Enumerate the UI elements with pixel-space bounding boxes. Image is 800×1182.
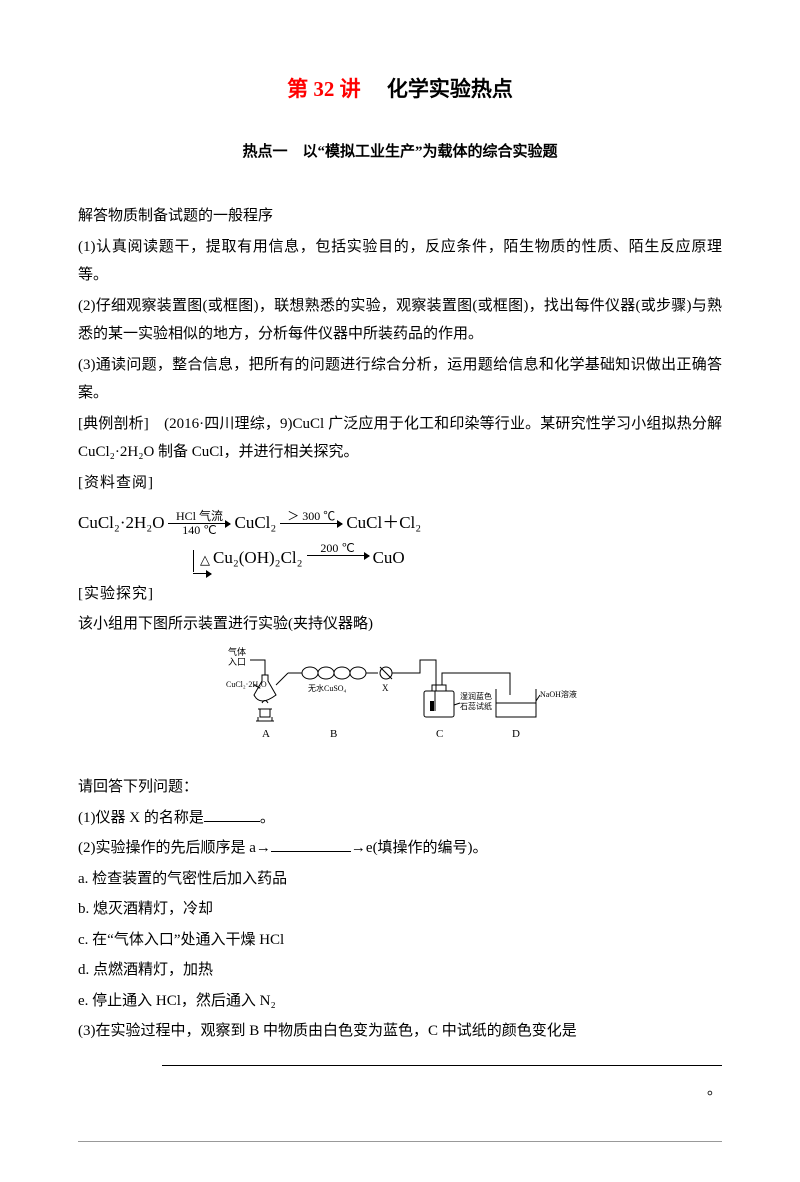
footer-divider [78, 1141, 722, 1142]
subtitle: 热点一 以“模拟工业生产”为载体的综合实验题 [78, 138, 722, 167]
arrow-icon [307, 555, 369, 556]
question-2: (2)实验操作的先后顺序是 a→ →e(填操作的编号)。 [78, 834, 722, 863]
reactant-start: CuCl₂·2H₂O [78, 507, 164, 539]
q2-option-b: b. 熄灭酒精灯，冷却 [78, 895, 722, 924]
apparatus-diagram: 气体 入口 CuCl₂·2H₂O 无水CuSO₄ [78, 645, 722, 766]
arrow3-top-label: 200 ℃ [320, 542, 354, 555]
q1-prefix: (1)仪器 X 的名称是 [78, 810, 204, 826]
branch-arrow-icon: △ [192, 542, 211, 574]
apparatus-letter-d: D [512, 728, 520, 740]
title-topic [366, 77, 387, 101]
q2-suffix: →e(填操作的编号)。 [351, 840, 488, 856]
inlet-label-1: 气体 [228, 646, 246, 657]
question-3: (3)在实验过程中，观察到 B 中物质由白色变为蓝色，C 中试纸的颜色变化是 [78, 1017, 722, 1046]
blank-input-long[interactable] [162, 1065, 722, 1066]
experiment-description: 该小组用下图所示装置进行实验(夹持仪器略) [78, 610, 722, 639]
experiment-label: [实验探究] [78, 580, 722, 609]
blank-input[interactable] [204, 807, 260, 822]
q2-option-e: e. 停止通入 HCl，然后通入 N₂ [78, 987, 722, 1016]
flask-a-label: CuCl₂·2H₂O [226, 680, 267, 689]
reference-label: [资料查阅] [78, 469, 722, 498]
inlet-label-2: 入口 [228, 657, 246, 667]
point-1: (1)认真阅读题干，提取有用信息，包括实验目的，反应条件，陌生物质的性质、陌生反… [78, 233, 722, 290]
arrow-icon [280, 523, 342, 524]
q2-option-d: d. 点燃酒精灯，加热 [78, 956, 722, 985]
product-1: CuCl＋Cl₂ [346, 507, 421, 539]
branch-final: CuO [373, 542, 405, 574]
example-intro: [典例剖析] (2016·四川理综，9)CuCl 广泛应用于化工和印染等行业。某… [78, 410, 722, 467]
arrow1-top-label: HCl 气流 [176, 510, 223, 523]
bottle-c-label-1: 湿润蓝色 [460, 691, 492, 701]
q2-option-a: a. 检查装置的气密性后加入药品 [78, 865, 722, 894]
beaker-d-label: NaOH溶液 [540, 689, 577, 699]
title-lecture-number: 第 32 讲 [287, 77, 361, 101]
apparatus-letter-b: B [330, 728, 337, 740]
apparatus-letter-a: A [262, 728, 270, 740]
q3-end: 。 [707, 1082, 722, 1098]
tube-b-label: 无水CuSO₄ [308, 683, 347, 693]
q2-option-c: c. 在“气体入口”处通入干燥 HCl [78, 926, 722, 955]
title-topic-text: 化学实验热点 [387, 77, 513, 101]
reaction-diagram: CuCl₂·2H₂O HCl 气流 140 ℃ CuCl₂ ＞ 300 ℃ Cu… [78, 507, 722, 574]
apparatus-letter-c: C [436, 728, 443, 740]
arrow-icon [168, 523, 230, 524]
arrow-spacer [336, 556, 339, 569]
question-1: (1)仪器 X 的名称是 。 [78, 804, 722, 833]
intro-line: 解答物质制备试题的一般程序 [78, 202, 722, 231]
point-3: (3)通读问题，整合信息，把所有的问题进行综合分析，运用题给信息和化学基础知识做… [78, 351, 722, 408]
questions-lead: 请回答下列问题： [78, 773, 722, 802]
arrow-spacer [310, 524, 313, 537]
q1-suffix: 。 [260, 810, 275, 826]
blank-input[interactable] [271, 837, 351, 852]
valve-x-label: X [382, 683, 389, 693]
q2-prefix: (2)实验操作的先后顺序是 a→ [78, 840, 271, 856]
point-2: (2)仔细观察装置图(或框图)，联想熟悉的实验，观察装置图(或框图)，找出每件仪… [78, 292, 722, 349]
intermediate-1: CuCl₂ [234, 507, 276, 539]
arrow1-bottom-label: 140 ℃ [182, 524, 216, 537]
branch-product-1: Cu₂(OH)₂Cl₂ [213, 542, 303, 574]
bottle-c-label-2: 石蕊试纸 [460, 701, 492, 711]
arrow2-top-label: ＞ 300 ℃ [287, 510, 335, 523]
